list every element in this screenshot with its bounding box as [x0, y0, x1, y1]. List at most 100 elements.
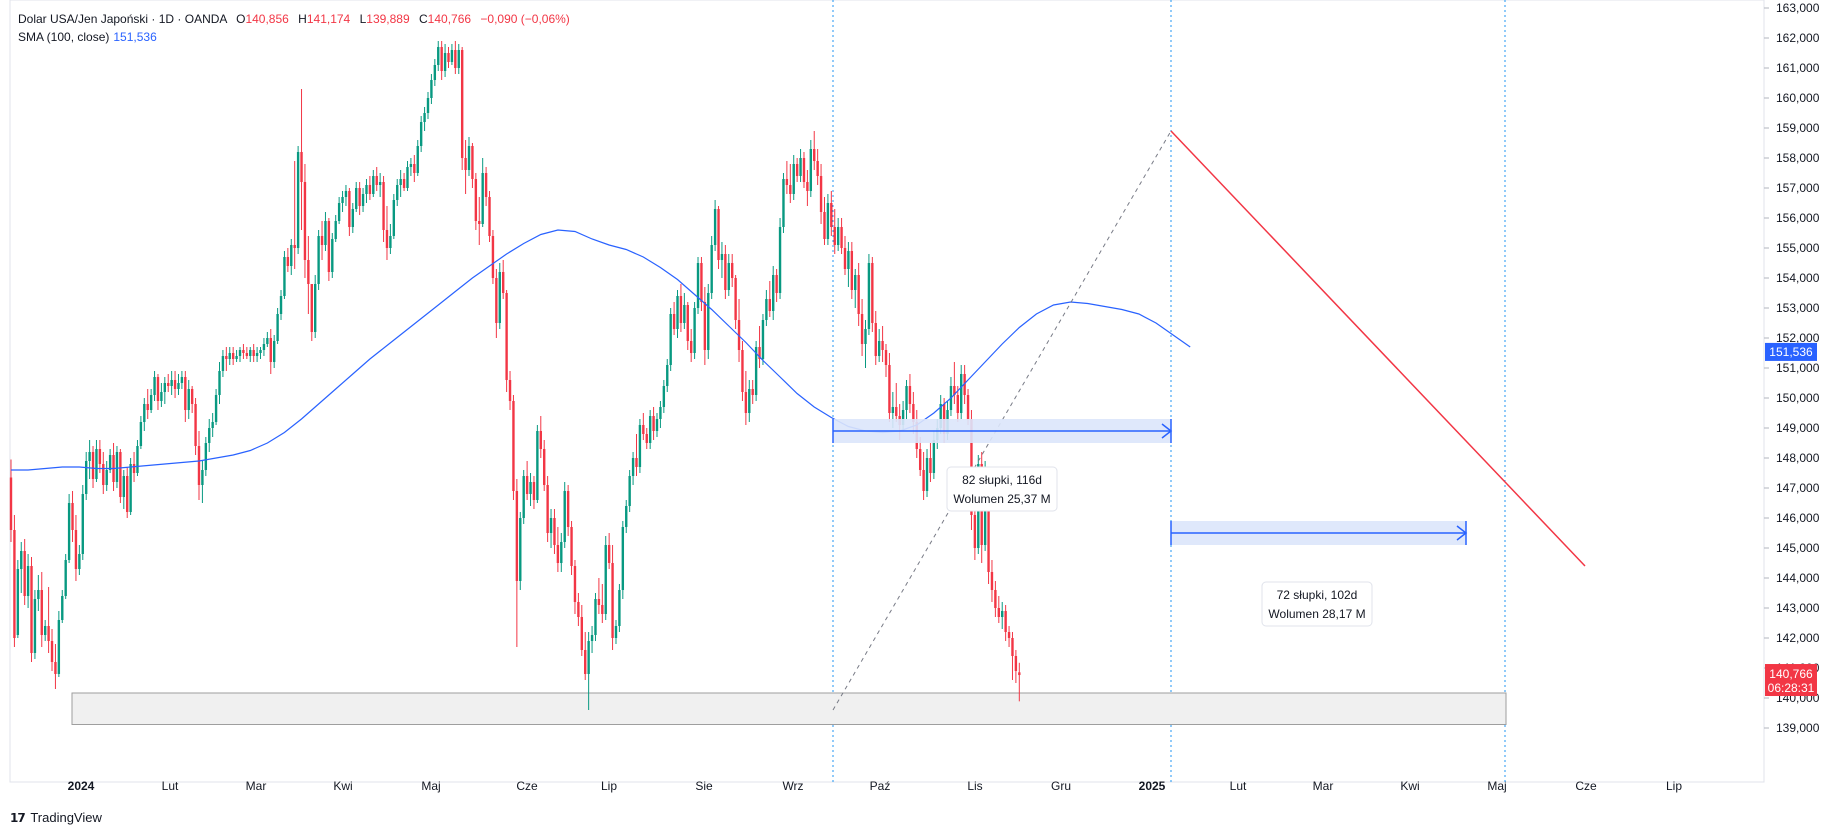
y-tick-label: 156,000	[1776, 211, 1820, 225]
candle	[296, 146, 300, 254]
candle	[836, 218, 840, 251]
candle	[1011, 632, 1014, 680]
candle	[406, 161, 409, 191]
candle	[30, 557, 33, 662]
candle	[1007, 626, 1011, 647]
candle	[549, 509, 553, 548]
candle	[495, 269, 498, 338]
candle	[642, 413, 645, 440]
candle	[884, 344, 888, 377]
candle	[553, 509, 556, 554]
candle	[686, 302, 689, 350]
y-tick-label: 160,000	[1776, 91, 1820, 105]
candle	[293, 161, 296, 269]
candle	[67, 494, 71, 563]
candle	[211, 413, 214, 437]
candle	[382, 176, 385, 242]
candle	[218, 362, 221, 404]
candle	[180, 371, 184, 389]
candle	[307, 236, 310, 314]
candle	[433, 59, 437, 86]
candle	[860, 299, 864, 356]
candle	[290, 239, 293, 275]
candle	[730, 254, 734, 287]
candle	[956, 386, 959, 422]
candle	[184, 371, 187, 422]
candle	[474, 173, 478, 230]
indicator-header[interactable]: SMA (100, close) 151,536	[18, 28, 157, 46]
x-tick-label: Mar	[1313, 779, 1334, 793]
candle	[122, 470, 125, 509]
candle	[696, 257, 700, 314]
candle	[50, 629, 54, 671]
candle	[963, 365, 966, 404]
candle	[566, 485, 570, 536]
candle	[590, 626, 594, 653]
y-tick-label: 150,000	[1776, 391, 1820, 405]
candle	[341, 191, 344, 212]
candle	[54, 644, 57, 689]
change-value: −0,090 (−0,06%)	[480, 12, 570, 26]
candle	[440, 41, 443, 80]
date-range-2-label-box	[1261, 581, 1373, 627]
candle	[594, 593, 597, 641]
candle	[741, 341, 744, 401]
candle	[809, 140, 813, 197]
candle	[573, 560, 577, 614]
candle	[669, 308, 672, 371]
candle	[221, 350, 225, 377]
candle	[990, 560, 994, 602]
candle	[676, 290, 679, 338]
candle	[84, 452, 88, 500]
candle	[843, 236, 847, 275]
candle	[751, 380, 754, 404]
candle	[64, 554, 67, 599]
candle	[648, 410, 652, 449]
y-tick-label: 143,000	[1776, 601, 1820, 615]
candle	[61, 590, 64, 623]
candle	[337, 197, 341, 224]
candle	[816, 149, 819, 185]
candle	[228, 347, 231, 365]
candle	[310, 284, 313, 341]
symbol-title[interactable]: Dolar USA/Jen Japoński · 1D · OANDA	[18, 12, 227, 26]
candle	[724, 245, 727, 299]
high-label: H	[298, 12, 307, 26]
candle	[758, 326, 761, 368]
x-tick-label: Lip	[601, 779, 617, 793]
tradingview-logo[interactable]: 𝟭𝟳 TradingView	[10, 810, 102, 825]
candle	[242, 344, 245, 359]
candle	[136, 440, 139, 476]
candle	[26, 554, 30, 608]
candle	[365, 179, 368, 203]
candle	[1014, 650, 1018, 683]
candle	[358, 182, 361, 215]
candle	[389, 224, 392, 254]
candle	[532, 476, 536, 509]
candle	[443, 44, 447, 77]
candle	[57, 611, 61, 677]
candle	[720, 242, 724, 278]
low-label: L	[359, 12, 367, 26]
candle	[225, 347, 228, 371]
open-label: O	[236, 12, 246, 26]
candle	[153, 371, 156, 401]
y-tick-label: 144,000	[1776, 571, 1820, 585]
candle	[874, 311, 877, 365]
y-tick-label: 155,000	[1776, 241, 1820, 255]
candle	[454, 41, 457, 74]
candle	[601, 584, 604, 623]
candle	[881, 326, 884, 362]
candle	[580, 605, 584, 656]
candle	[170, 371, 173, 395]
candle	[700, 257, 703, 311]
candle	[208, 419, 211, 452]
candle	[652, 407, 655, 440]
candle	[300, 89, 303, 230]
y-tick-label: 162,000	[1776, 31, 1820, 45]
candle	[177, 374, 180, 395]
x-tick-label: Wrz	[782, 779, 803, 793]
candle	[707, 284, 710, 359]
